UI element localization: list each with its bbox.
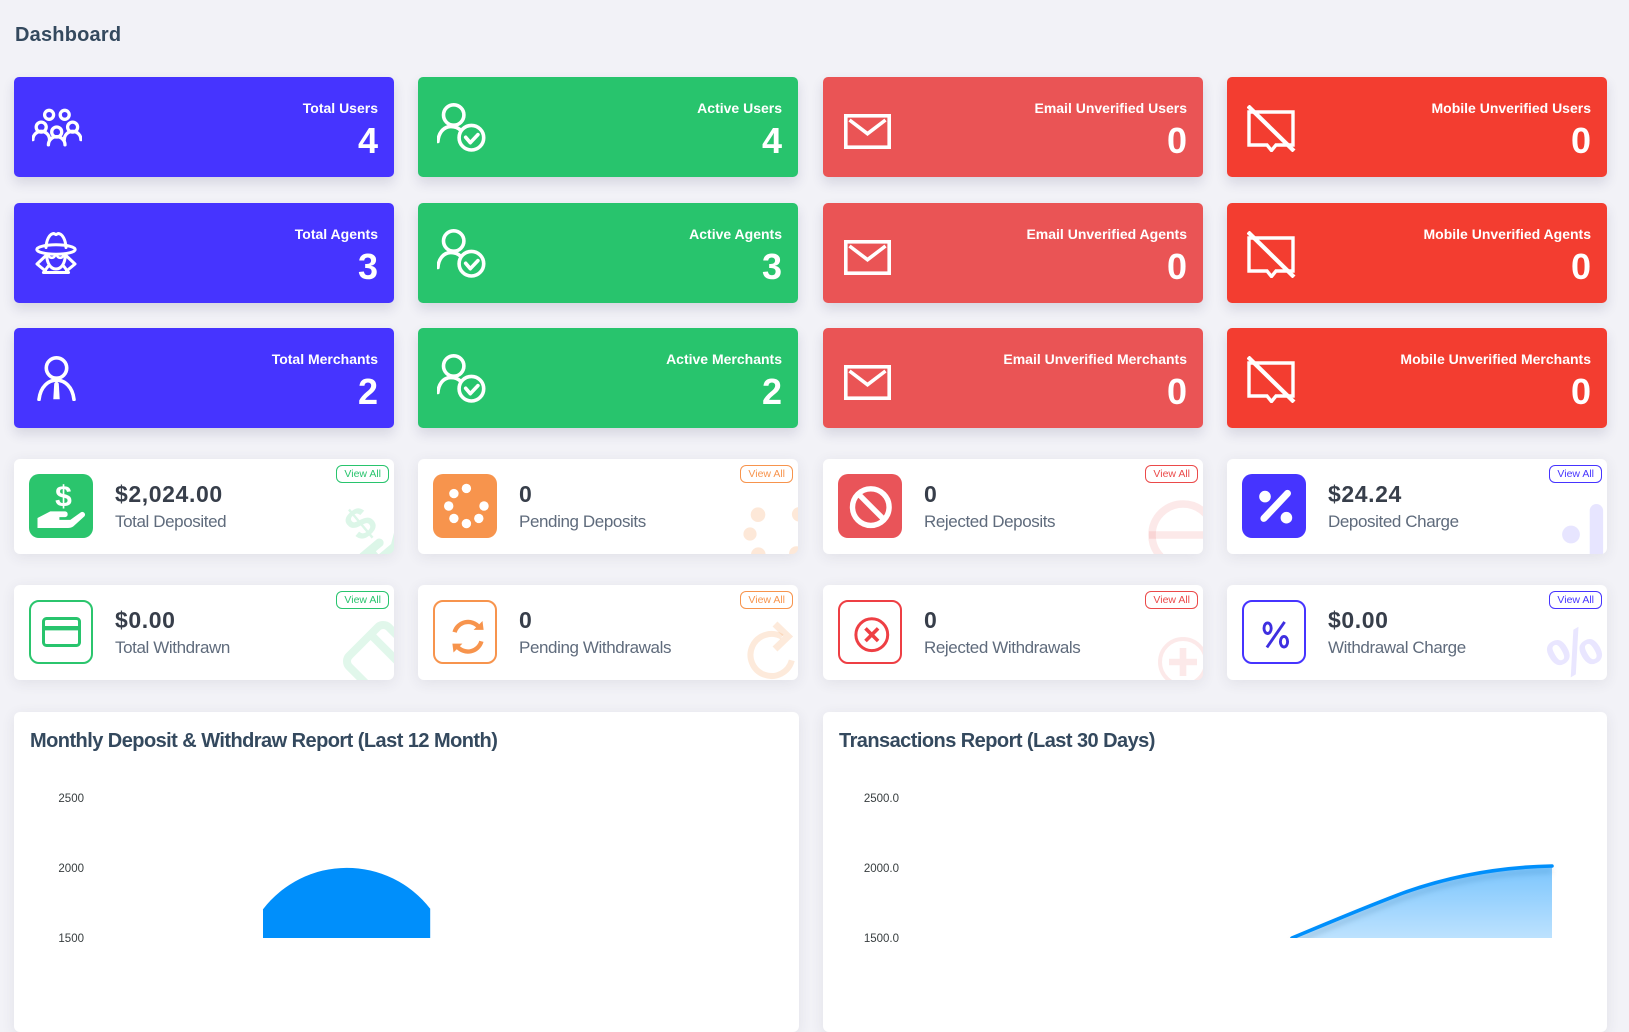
svg-text:$: $ [55, 481, 72, 514]
